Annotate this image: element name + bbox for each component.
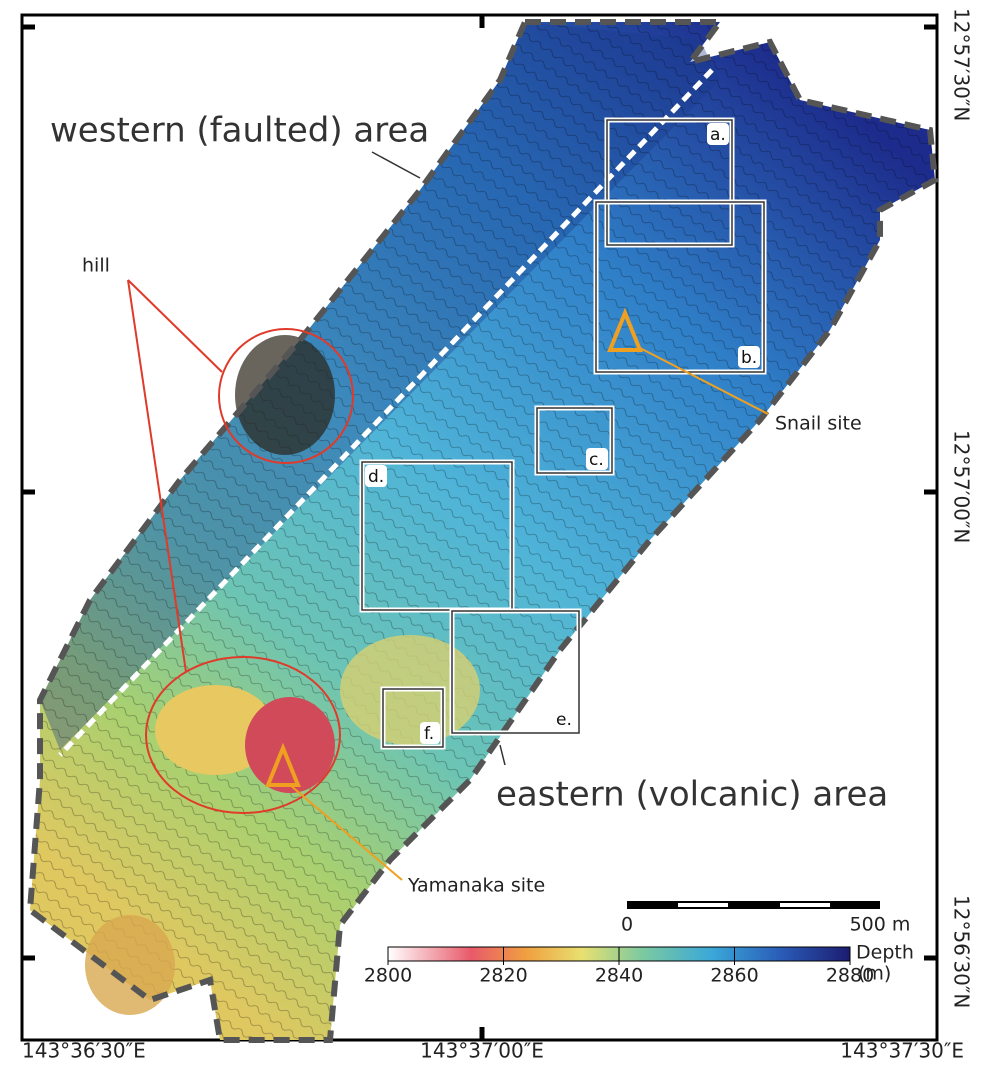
leader-line [500, 745, 505, 765]
colorbar-tick-label: 2840 [595, 965, 643, 987]
latitude-label: 12°57′30″N [950, 8, 974, 121]
hill-label: hill [82, 255, 110, 277]
latitude-label: 12°57′00″N [950, 430, 974, 543]
box-label: f. [424, 724, 434, 744]
box-label: e. [556, 710, 572, 730]
longitude-label: 143°37′30″E [840, 1039, 964, 1063]
scale-bar [627, 901, 880, 909]
colorbar-title: Depth [856, 942, 914, 964]
box-label: d. [368, 467, 384, 487]
colorbar-tick-label: 2880 [826, 965, 874, 987]
colorbar-tick-label: 2820 [479, 965, 527, 987]
scale-label: 0 [621, 914, 633, 936]
area-label: eastern (volcanic) area [496, 775, 888, 815]
box-label: c. [589, 450, 604, 470]
colorbar-tick-label: 2860 [710, 965, 758, 987]
box-label: b. [741, 348, 757, 368]
colorbar-tick-label: 2800 [364, 965, 412, 987]
area-label: western (faulted) area [50, 111, 429, 151]
site-label: Yamanaka site [407, 875, 545, 897]
site-label: Snail site [775, 413, 862, 435]
latitude-label: 12°56′30″N [950, 895, 974, 1008]
box-label: a. [710, 125, 726, 145]
scale-label: 500 m [850, 914, 911, 936]
leader-line [372, 152, 420, 178]
longitude-label: 143°36′30″E [22, 1039, 146, 1063]
map: western (faulted) area eastern (volcanic… [0, 0, 986, 1062]
longitude-label: 143°37′00″E [420, 1039, 544, 1063]
